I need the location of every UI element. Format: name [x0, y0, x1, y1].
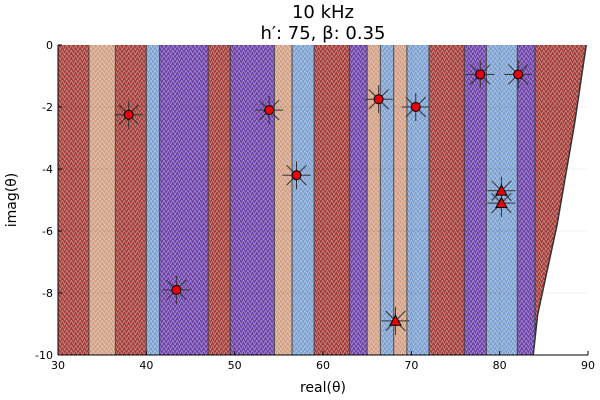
marker-triangle [495, 196, 508, 208]
tick-labels: 30 40 50 60 70 80 90 0 -2 -4 -6 -8 -10 [35, 39, 595, 372]
x-tick-label: 60 [316, 359, 330, 372]
y-tick-label: 0 [46, 39, 53, 52]
marker-circle [513, 69, 524, 80]
domain-edge-line [532, 45, 587, 355]
plot-area [58, 45, 588, 355]
domain-edge-mask [533, 45, 588, 355]
x-tick-label: 90 [581, 359, 595, 372]
chart-title: 10 kHz [292, 2, 354, 23]
marker-triangle [389, 314, 402, 326]
x-tick-label: 80 [493, 359, 507, 372]
marker-circle [410, 102, 421, 112]
marker-circle [264, 105, 275, 116]
y-tick-label: -6 [42, 225, 53, 238]
x-axis-label: real(θ) [300, 380, 346, 396]
y-tick-label: -2 [42, 101, 53, 114]
marker-circle [373, 94, 384, 105]
x-tick-label: 50 [228, 359, 242, 372]
chart-subtitle: h′: 75, β: 0.35 [261, 23, 386, 44]
y-tick-label: -4 [42, 163, 53, 176]
x-tick-label: 40 [139, 359, 153, 372]
x-tick-label: 30 [51, 359, 65, 372]
marker-circle [475, 69, 486, 80]
marker-circle [291, 170, 302, 181]
marker-circle [123, 109, 134, 120]
band-boundaries [88, 45, 536, 355]
y-tick-label: -8 [42, 287, 53, 300]
x-tick-label: 70 [404, 359, 418, 372]
y-tick-label: -10 [35, 349, 53, 362]
marker-circle [171, 284, 182, 295]
y-axis-label: imag(θ) [4, 173, 20, 227]
grid [58, 45, 588, 355]
markers [114, 60, 533, 335]
